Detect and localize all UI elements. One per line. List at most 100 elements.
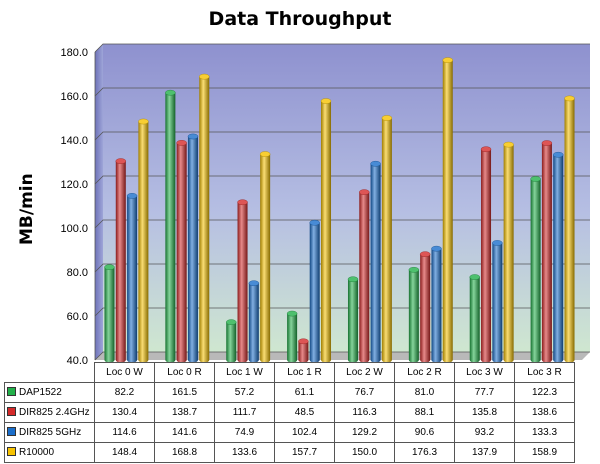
data-label: 150.0 [334, 442, 395, 463]
data-table-row: DIR825 2.4GHz 130.4 138.7 111.7 48.5 116.3 88.… [4, 402, 575, 423]
bar-cap [419, 251, 431, 257]
data-label: 74.9 [214, 422, 275, 443]
gridline [94, 43, 590, 53]
data-label: 138.7 [154, 402, 215, 423]
bar [115, 161, 126, 363]
bar [321, 101, 332, 363]
data-table: Loc 0 W Loc 0 R Loc 1 W Loc 1 R Loc 2 W Loc 2… [4, 362, 575, 463]
plot-floor [95, 352, 590, 360]
bar [541, 143, 552, 363]
bar [420, 254, 431, 363]
bar-cap [298, 338, 309, 345]
data-label: 130.4 [94, 402, 155, 423]
bar-cap [564, 95, 575, 102]
y-tick-label: 80.0 [67, 267, 88, 279]
data-label: 102.4 [274, 422, 335, 443]
legend-entry: DAP1522 [4, 382, 95, 403]
bar-cap [347, 276, 359, 283]
data-table-row: R10000 148.4 168.8 133.6 157.7 150.0 176.3 137.… [4, 442, 575, 463]
data-label: 90.6 [394, 422, 455, 443]
legend-entry: DIR825 2.4GHz [4, 402, 95, 423]
data-label: 129.2 [334, 422, 395, 443]
data-label: 81.0 [394, 382, 455, 403]
x-tick-label: Loc 3 R [514, 362, 575, 383]
bar [237, 202, 248, 363]
bar [503, 144, 514, 363]
bar [469, 277, 480, 363]
bar-cap [199, 73, 210, 80]
data-label: 148.4 [94, 442, 155, 463]
bar [530, 178, 541, 363]
x-tick-label: Loc 1 W [214, 362, 275, 383]
legend-entry: DIR825 5GHz [4, 422, 95, 443]
bar-cap [442, 57, 453, 63]
data-table-row: DAP1522 82.2 161.5 57.2 61.1 76.7 81.0 77.7 122.… [4, 382, 575, 403]
data-label: 93.2 [454, 422, 515, 443]
data-label: 48.5 [274, 402, 335, 423]
bar-cap [259, 151, 271, 157]
x-tick-label: Loc 3 W [454, 362, 515, 383]
bar-cap [176, 140, 187, 146]
data-label: 168.8 [154, 442, 215, 463]
y-tick-label: 120.0 [60, 179, 88, 191]
y-tick-label: 40.0 [67, 355, 88, 367]
y-tick-label: 180.0 [60, 47, 88, 59]
data-label: 122.3 [514, 382, 575, 403]
bar [370, 163, 381, 363]
data-label: 137.9 [454, 442, 515, 463]
x-tick-label: Loc 1 R [274, 362, 335, 383]
bar-cap [286, 310, 298, 317]
data-label: 161.5 [154, 382, 215, 403]
bar [564, 98, 575, 363]
bar [127, 195, 138, 363]
data-label: 82.2 [94, 382, 155, 403]
y-tick-label: 60.0 [67, 311, 88, 323]
bar [408, 269, 419, 363]
chart-title: Data Throughput [208, 8, 392, 30]
bar [309, 222, 320, 363]
data-table-row: DIR825 5GHz 114.6 141.6 74.9 102.4 129.2 90.6 9… [4, 422, 575, 443]
plot-back-wall [103, 44, 590, 352]
bar-cap [408, 266, 420, 273]
data-label: 77.7 [454, 382, 515, 403]
bar-cap [431, 245, 442, 252]
legend-swatch [7, 447, 16, 456]
y-tick-label: 160.0 [60, 91, 88, 103]
bar-cap [469, 274, 480, 280]
bar-cap [480, 146, 492, 153]
legend-label: DAP1522 [19, 387, 62, 398]
bar-cap [248, 280, 260, 287]
data-label: 57.2 [214, 382, 275, 403]
bar-cap [492, 240, 503, 246]
bar [359, 192, 370, 363]
legend-swatch [7, 427, 16, 436]
bar-cap [541, 140, 553, 146]
bar [226, 322, 237, 363]
legend-label: DIR825 2.4GHz [19, 407, 90, 418]
data-label: 133.3 [514, 422, 575, 443]
bar [442, 60, 453, 363]
plot-side-wall [95, 44, 103, 360]
bar [187, 136, 198, 363]
gridline [94, 131, 590, 141]
bar [165, 92, 176, 363]
bar-cap [115, 158, 126, 164]
bar-cap [126, 193, 138, 199]
legend-swatch [7, 387, 16, 396]
gridline [94, 87, 590, 97]
bar [287, 313, 298, 363]
legend-label: R10000 [19, 447, 55, 458]
bar [138, 121, 149, 363]
x-tick-label: Loc 0 W [94, 362, 155, 383]
bar [381, 118, 392, 363]
bar [431, 248, 442, 363]
data-label: 88.1 [394, 402, 455, 423]
x-tick-label: Loc 2 R [394, 362, 455, 383]
bar-cap [226, 319, 237, 325]
data-label: 116.3 [334, 402, 395, 423]
bar [298, 341, 309, 363]
data-label: 114.6 [94, 422, 155, 443]
data-label: 133.6 [214, 442, 275, 463]
bar [104, 267, 115, 363]
gridline [94, 219, 590, 229]
